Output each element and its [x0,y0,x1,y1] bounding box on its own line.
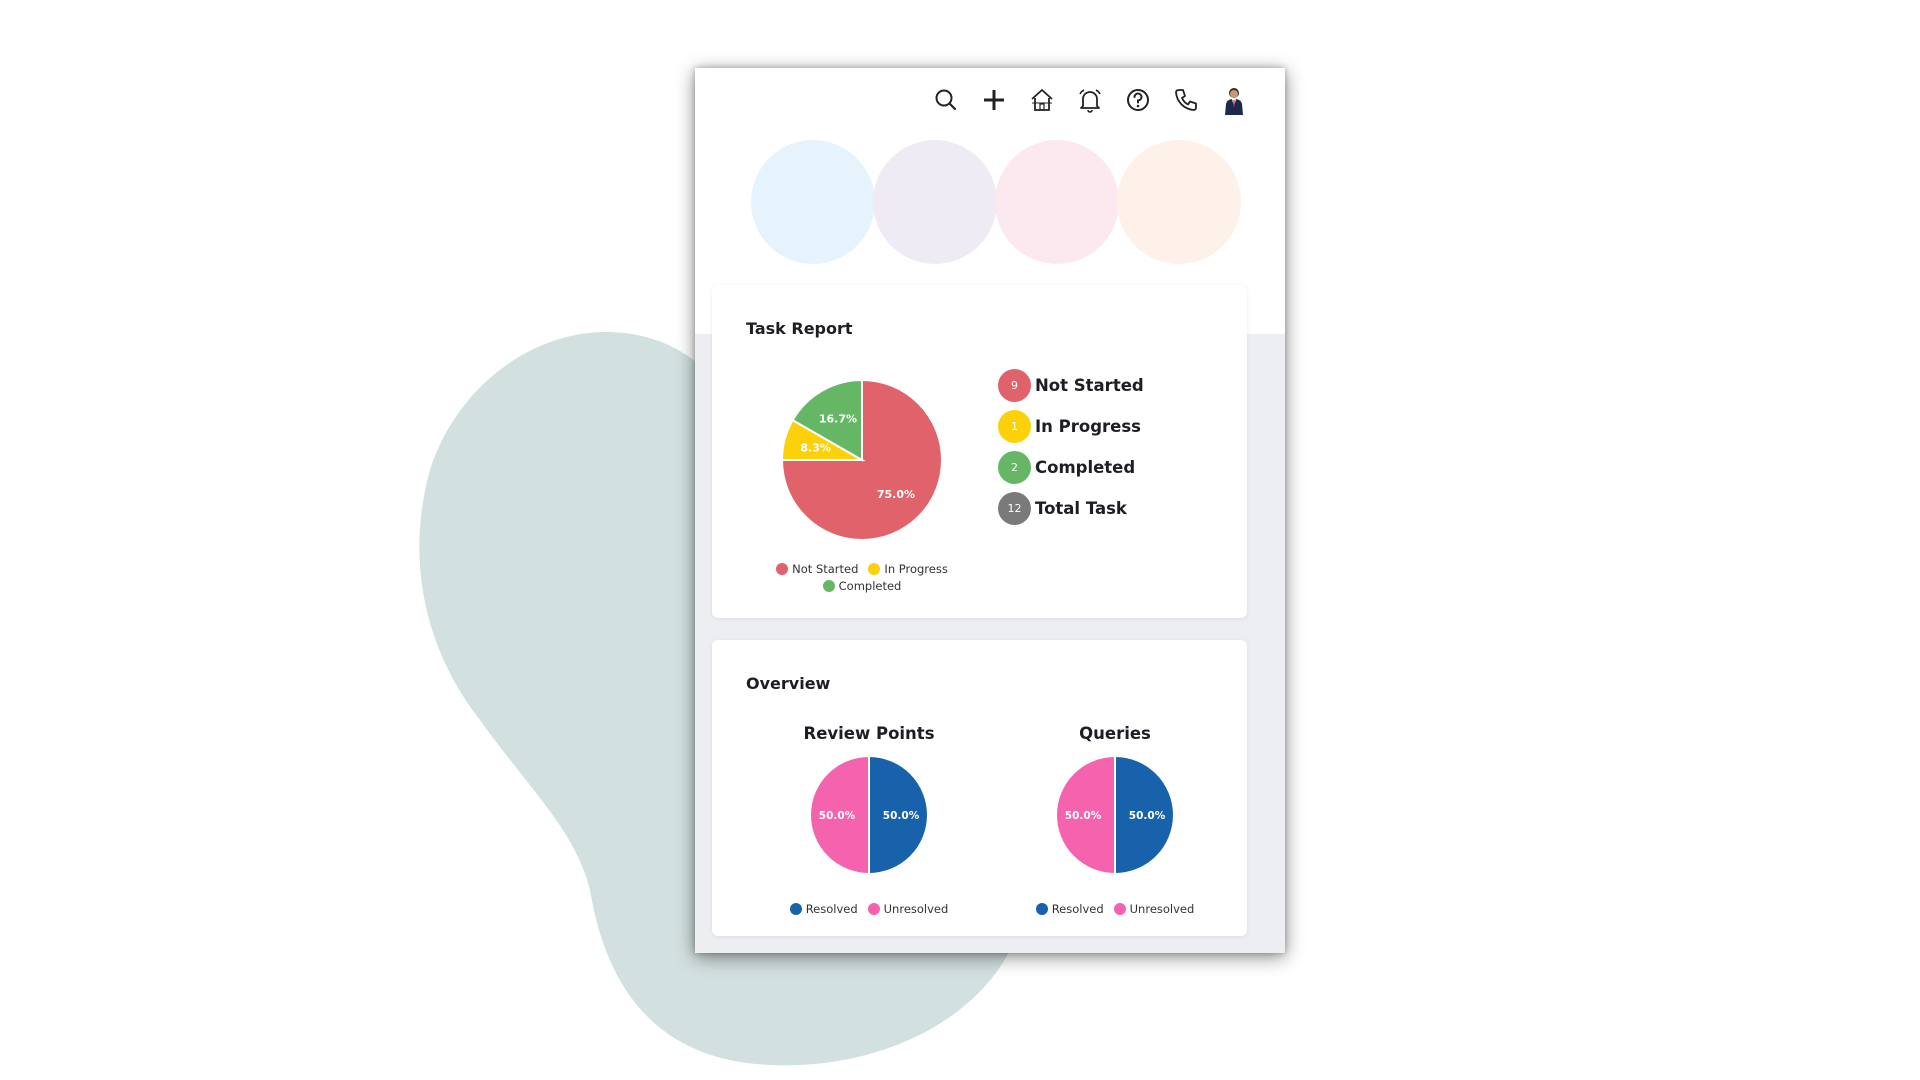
legend-label: Unresolved [1129,902,1195,916]
pie-slice-label: 50.0% [883,810,920,822]
search-icon[interactable] [933,87,959,113]
status-label: In Progress [1035,417,1141,436]
status-count-badge: 2 [998,451,1031,484]
legend-item-in-progress[interactable]: In Progress [868,562,948,576]
pie-slice-label: 50.0% [819,810,856,822]
pie-slice-unresolved[interactable] [1055,754,1116,876]
task-report-card: Task Report 75.0% 8.3% 16.7% Not Started In… [712,285,1247,618]
legend-item-completed[interactable]: Completed [822,579,902,593]
status-count-badge: 12 [998,492,1031,525]
overview-title: Overview [746,674,831,693]
status-item-in-progress[interactable]: 1 In Progress [998,410,1144,443]
bell-icon[interactable] [1077,87,1103,113]
legend-label: In Progress [884,562,948,576]
help-icon[interactable] [1125,87,1151,113]
pie-slice-unresolved[interactable] [809,754,870,876]
legend-dot [776,563,789,575]
phone-icon[interactable] [1173,87,1199,113]
queries-legend: Resolved Unresolved [995,902,1235,919]
legend-label: Unresolved [883,902,949,916]
status-label: Total Task [1035,499,1127,518]
queries-title: Queries [1079,724,1151,743]
summary-circle-4[interactable] [1117,140,1241,264]
status-count-badge: 1 [998,410,1031,443]
legend-item-unresolved[interactable]: Unresolved [1113,902,1195,916]
queries-pie-chart: 50.0% 50.0% [1055,754,1175,876]
pie-slice-label: 16.7% [819,412,857,425]
overview-card: Overview Review Points Queries 50.0% 50.0… [712,640,1247,936]
legend-dot [867,903,880,915]
legend-label: Completed [838,579,902,593]
pie-slice-label: 50.0% [1129,810,1166,822]
review-points-title: Review Points [803,724,935,743]
summary-circle-2[interactable] [873,140,997,264]
plus-icon[interactable] [981,87,1007,113]
legend-label: Resolved [1051,902,1104,916]
legend-dot [1035,903,1048,915]
legend-item-unresolved[interactable]: Unresolved [867,902,949,916]
status-label: Not Started [1035,376,1144,395]
status-item-completed[interactable]: 2 Completed [998,451,1144,484]
legend-dot [789,903,802,915]
task-status-list: 9 Not Started 1 In Progress 2 Completed 12 Tota… [998,369,1144,533]
review-points-legend: Resolved Unresolved [749,902,989,919]
pie-slice-label: 8.3% [800,442,831,455]
status-label: Completed [1035,458,1136,477]
pie-slice-resolved[interactable] [1114,754,1175,876]
summary-circles [751,140,1241,264]
home-icon[interactable] [1029,87,1055,113]
task-report-title: Task Report [746,319,853,338]
pie-slice-resolved[interactable] [868,754,929,876]
legend-dot [868,563,881,575]
legend-dot [1113,903,1126,915]
legend-item-not-started[interactable]: Not Started [776,562,858,576]
task-report-pie-chart: 75.0% 8.3% 16.7% [780,378,943,541]
pie-slice-label: 75.0% [877,488,915,501]
mobile-screen: Task Report 75.0% 8.3% 16.7% Not Started In… [695,68,1285,953]
top-toolbar [933,78,1247,122]
avatar[interactable] [1221,85,1247,115]
status-item-total-task[interactable]: 12 Total Task [998,492,1144,525]
pie-slice-label: 50.0% [1065,810,1102,822]
summary-circle-3[interactable] [995,140,1119,264]
legend-item-resolved[interactable]: Resolved [789,902,858,916]
legend-dot [822,580,835,592]
pie-slice-completed[interactable] [791,378,863,462]
status-count-badge: 9 [998,369,1031,402]
review-points-pie-chart: 50.0% 50.0% [809,754,929,876]
task-report-legend: Not Started In Progress Completed [762,562,962,596]
legend-item-resolved[interactable]: Resolved [1035,902,1104,916]
legend-label: Not Started [792,562,859,576]
legend-label: Resolved [805,902,858,916]
status-item-not-started[interactable]: 9 Not Started [998,369,1144,402]
summary-circle-1[interactable] [751,140,875,264]
